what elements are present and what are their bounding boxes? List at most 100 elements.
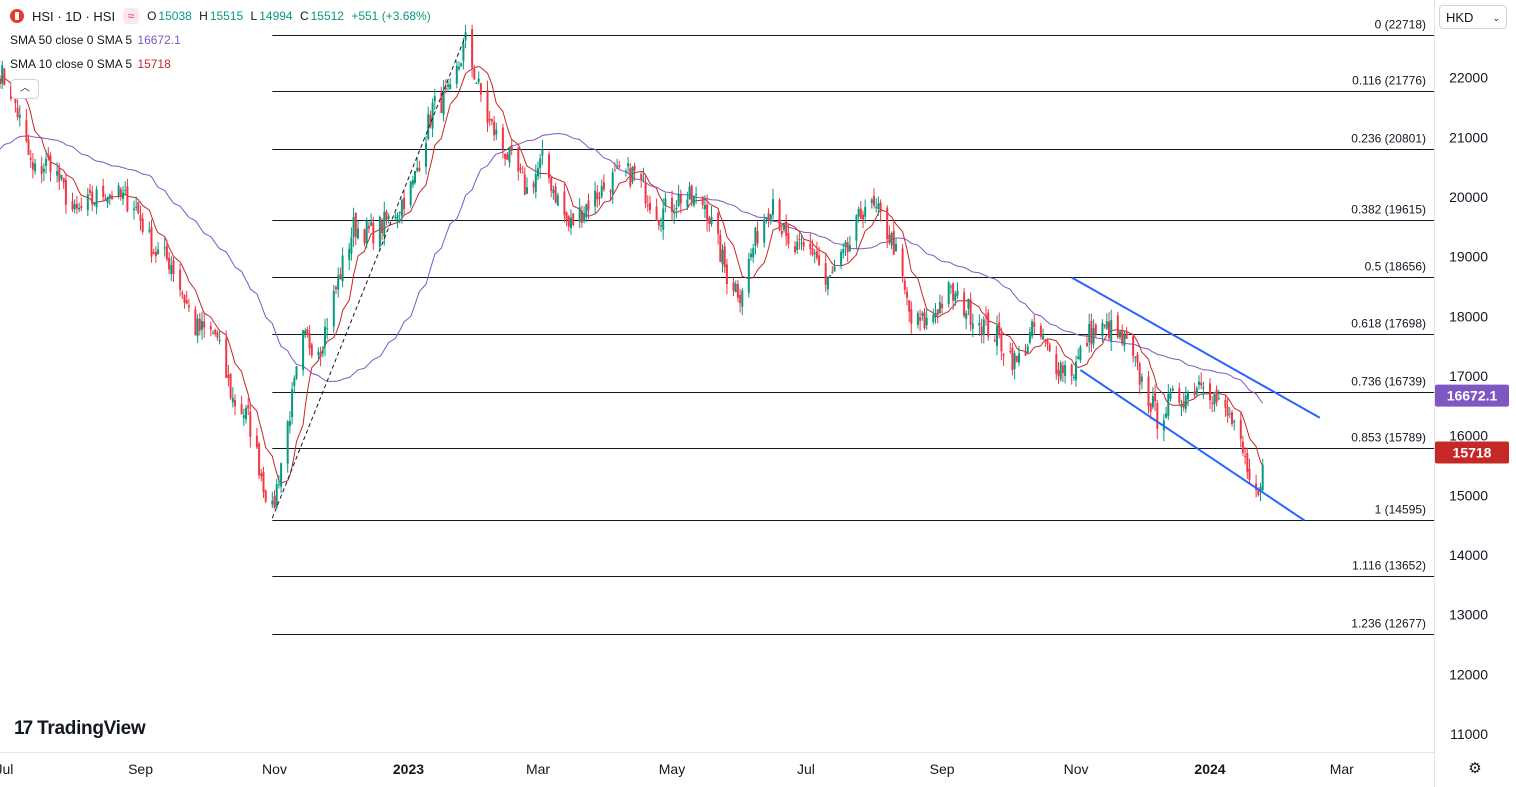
candle-body [580, 210, 583, 223]
channel-line [1071, 276, 1321, 419]
candle-body [756, 231, 759, 244]
candle-body [291, 389, 294, 418]
candle-body [967, 299, 970, 309]
candle-body [919, 317, 922, 321]
candle-body [510, 145, 513, 151]
candle-body [1226, 406, 1229, 416]
fib-level-label: 0.853 (15789) [1351, 431, 1426, 445]
candle-body [534, 174, 537, 192]
price-badge [1435, 384, 1509, 407]
sma50-legend[interactable]: SMA 50 close 0 SMA 5 16672.1 [10, 33, 183, 47]
candle-body [440, 92, 443, 113]
candle-body [86, 194, 89, 211]
candle-body [341, 255, 344, 282]
currency-select[interactable]: HKD ⌄ [1439, 5, 1507, 29]
y-tick-label: 16000 [1449, 428, 1488, 444]
candle-body [1044, 339, 1047, 342]
candle-body [196, 318, 199, 337]
x-tick-label: Mar [1330, 761, 1354, 777]
candle-body [1009, 351, 1012, 353]
candle-body [778, 200, 781, 231]
collapse-legend-button[interactable]: ︿ [11, 79, 39, 99]
candle-body [385, 211, 388, 221]
sma10-legend[interactable]: SMA 10 close 0 SMA 5 15718 [10, 57, 173, 71]
candle-body [741, 290, 744, 307]
candle-body [293, 378, 296, 386]
candle-body [642, 178, 645, 180]
candle-body [941, 303, 944, 309]
symbol-title[interactable]: HSI · 1D · HSI [32, 8, 116, 24]
candle-body [627, 163, 630, 167]
candle-body [170, 265, 173, 275]
candle-body [600, 185, 603, 197]
candle-body [409, 181, 412, 205]
candle-body [429, 115, 432, 126]
candle-body [679, 194, 682, 204]
fib-trend-line [271, 35, 467, 519]
candle-body [62, 177, 65, 183]
candle-body [150, 226, 153, 257]
candle-body [1167, 393, 1170, 417]
approx-icon[interactable]: ≈ [123, 8, 140, 24]
candle-body [321, 350, 324, 354]
candle-body [306, 329, 309, 336]
candle-body [717, 213, 720, 234]
candle-body [1180, 404, 1183, 408]
candle-body [1134, 356, 1137, 358]
candle-body [1193, 391, 1196, 396]
candle-body [1018, 353, 1020, 363]
candle-body [602, 182, 605, 190]
candle-body [517, 147, 520, 172]
candle-body [998, 322, 1001, 336]
candle-body [1213, 394, 1216, 405]
y-tick-label: 13000 [1449, 607, 1488, 623]
candle-body [1077, 356, 1080, 360]
candle-body [1, 65, 4, 84]
candle-body [304, 330, 307, 335]
candle-body [809, 243, 812, 249]
candle-body [348, 248, 351, 261]
candle-body [310, 344, 313, 356]
candle-body [996, 326, 998, 347]
candle-body [262, 471, 265, 493]
candle-body [1178, 388, 1181, 403]
candle-body [181, 292, 184, 295]
candle-body [554, 186, 557, 203]
candle-body [833, 266, 836, 272]
sma10-line [0, 65, 1264, 484]
tradingview-logo[interactable]: 17 TradingView [14, 718, 146, 740]
candle-body [747, 258, 750, 293]
candle-body [541, 150, 544, 156]
candle-body [1241, 441, 1244, 453]
candle-body [916, 313, 919, 325]
candle-body [1064, 365, 1067, 376]
candle-body [249, 411, 252, 437]
candle-body [458, 66, 460, 70]
candle-body [216, 332, 219, 338]
candle-body [980, 326, 983, 335]
candle-body [363, 229, 366, 243]
candle-body [765, 217, 768, 219]
candle-body [1246, 453, 1249, 473]
candle-body [736, 284, 739, 298]
candle-body [319, 352, 322, 357]
candle-body [172, 260, 175, 274]
candle-body [58, 168, 61, 182]
candle-body [477, 78, 480, 83]
candle-body [1147, 376, 1150, 406]
candle-body [763, 219, 766, 243]
candle-body [1024, 351, 1027, 356]
settings-gear-icon[interactable]: ⚙ [1468, 760, 1482, 777]
candle-body [1108, 321, 1110, 339]
candle-body [888, 234, 891, 243]
candle-body [378, 216, 381, 247]
candle-body [859, 208, 862, 219]
candle-body [163, 247, 166, 249]
candle-body [1211, 402, 1214, 404]
candle-body [462, 43, 465, 61]
candle-body [767, 213, 770, 220]
candle-body [673, 211, 676, 214]
candle-body [357, 228, 359, 239]
candle-body [152, 252, 155, 254]
